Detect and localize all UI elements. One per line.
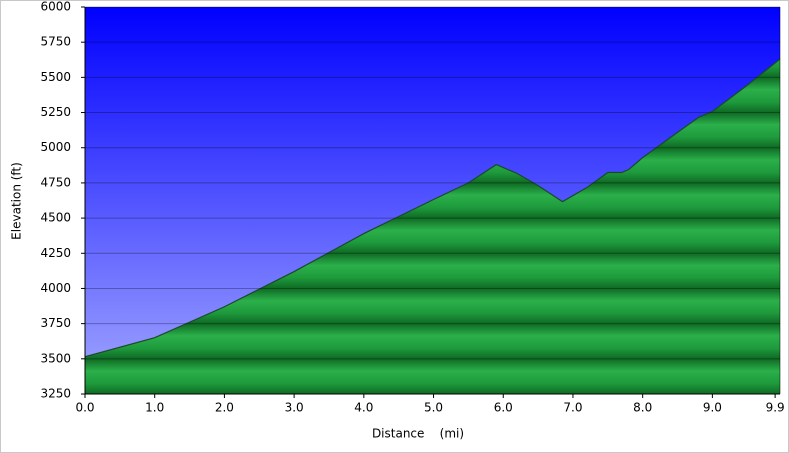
x-tick-label: 1.0 xyxy=(145,401,164,415)
x-tick-label: 0.0 xyxy=(75,401,94,415)
y-tick-label: 5250 xyxy=(40,105,71,119)
y-axis-label: Elevation (ft) xyxy=(10,162,24,240)
x-tick-label: 9.0 xyxy=(703,401,722,415)
y-tick-label: 3750 xyxy=(40,316,71,330)
elevation-line xyxy=(84,58,781,358)
y-tick-label: 4000 xyxy=(40,281,71,295)
elevation-area xyxy=(85,59,780,394)
y-tick-label: 6000 xyxy=(40,0,71,14)
y-tick-label: 5500 xyxy=(40,70,71,84)
x-tick-label: 7.0 xyxy=(563,401,582,415)
x-tick-label: 2.0 xyxy=(215,401,234,415)
y-tick-label: 4250 xyxy=(40,246,71,260)
x-axis-label: Distance (mi) xyxy=(372,427,464,441)
x-tick-label: 5.0 xyxy=(424,401,443,415)
x-tick-label: 8.0 xyxy=(633,401,652,415)
y-tick-label: 5750 xyxy=(40,35,71,49)
y-tick-label: 4500 xyxy=(40,211,71,225)
y-tick-label: 5000 xyxy=(40,140,71,154)
x-tick-label: 3.0 xyxy=(285,401,304,415)
y-tick-label: 3250 xyxy=(40,387,71,401)
x-tick-label: 6.0 xyxy=(494,401,513,415)
x-tick-label: 4.0 xyxy=(354,401,373,415)
x-tick-label: 9.9 xyxy=(766,401,785,415)
y-tick-label: 4750 xyxy=(40,175,71,189)
y-tick-label: 3500 xyxy=(40,351,71,365)
